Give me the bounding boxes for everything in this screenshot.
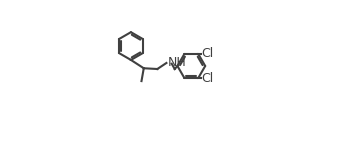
Text: Cl: Cl bbox=[202, 47, 214, 60]
Text: Cl: Cl bbox=[202, 72, 214, 85]
Text: NH: NH bbox=[168, 56, 187, 69]
